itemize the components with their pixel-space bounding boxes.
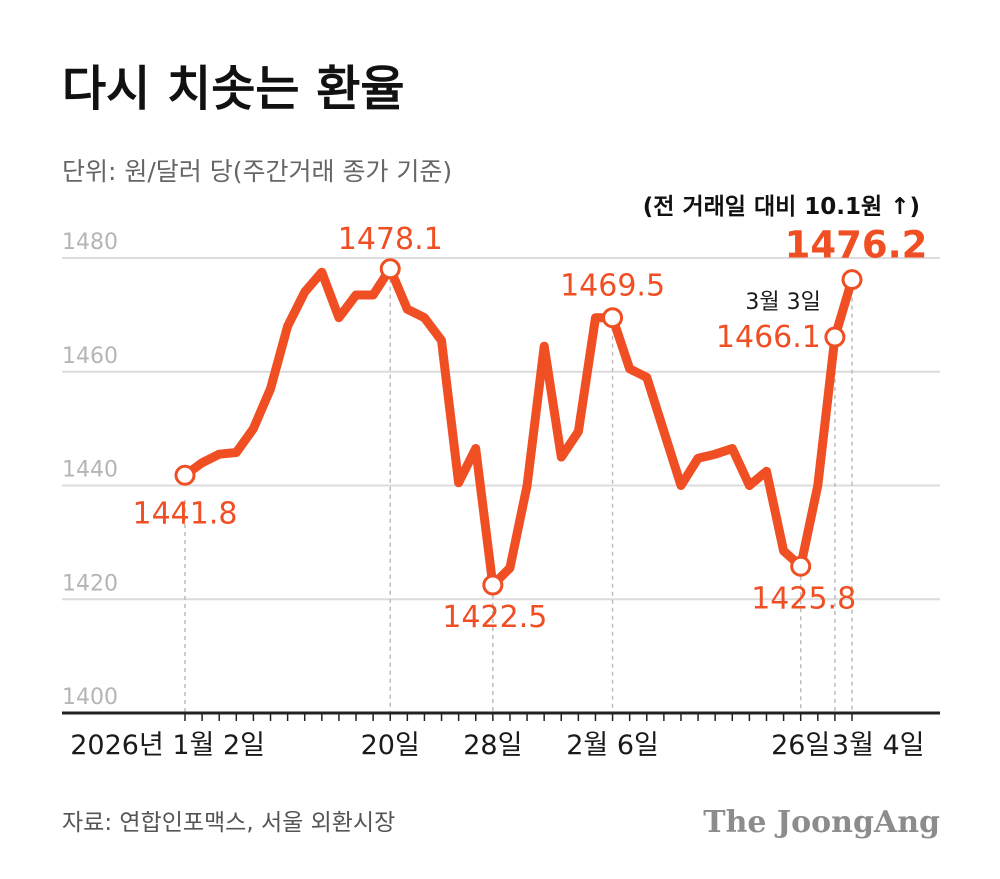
- x-tick-label: 2026년 1월 2일: [70, 730, 265, 761]
- data-label: 1466.1: [716, 320, 821, 355]
- data-point: [525, 484, 529, 487]
- data-point: [371, 293, 375, 297]
- data-point: [782, 549, 786, 553]
- annotation-marker: [482, 574, 504, 596]
- x-tick-label: 2월 6일: [566, 730, 659, 761]
- x-axis: 2026년 1월 2일 20일 28일 2월 6일 26일 3월 4일: [62, 711, 940, 761]
- data-label: 1422.5: [442, 600, 547, 635]
- data-point: [440, 338, 444, 342]
- source-note: 자료: 연합인포맥스, 서울 외환시장: [62, 810, 395, 836]
- data-label: 1476.2: [785, 224, 928, 267]
- x-tick-label: 26일: [771, 730, 830, 761]
- annotation-marker: [602, 307, 624, 329]
- change-note: (전 거래일 대비 10.1원 ↑): [643, 194, 920, 220]
- data-point: [662, 429, 666, 433]
- data-label: 1469.5: [560, 269, 665, 304]
- data-point: [234, 451, 238, 455]
- y-tick-label: 1400: [62, 685, 118, 710]
- chart-subtitle: 단위: 원/달러 당(주간거래 종가 기준): [62, 157, 452, 186]
- y-tick-label: 1480: [62, 230, 118, 255]
- data-point: [354, 293, 358, 297]
- data-point: [337, 316, 341, 320]
- data-point: [679, 484, 683, 487]
- chart-title: 다시 치솟는 환율: [62, 61, 405, 117]
- x-tick-label: 28일: [463, 730, 522, 761]
- annotation-marker: [379, 258, 401, 280]
- series-line: [180, 264, 857, 590]
- annotation-marker: [174, 464, 196, 486]
- data-point: [542, 344, 546, 348]
- data-point: [696, 456, 700, 460]
- data-point: [320, 270, 324, 274]
- x-tick-label: 3월 4일: [832, 730, 925, 761]
- x-tick-label: 20일: [361, 730, 420, 761]
- data-point: [422, 316, 426, 320]
- data-point: [645, 375, 649, 379]
- data-label: 1441.8: [133, 496, 238, 531]
- y-tick-label: 1420: [62, 571, 118, 596]
- data-point: [576, 429, 580, 433]
- data-point: [286, 324, 290, 328]
- event-label: 3월 3일: [745, 290, 820, 315]
- data-label: 1425.8: [751, 581, 856, 616]
- annotation-marker: [841, 269, 863, 291]
- grid-lines: 1400 1420 1440 1460 1480: [62, 230, 940, 710]
- data-point: [559, 455, 563, 459]
- data-point: [593, 316, 597, 320]
- y-tick-label: 1440: [62, 458, 118, 483]
- brand-logo: The JoongAng: [703, 805, 940, 840]
- data-label: 1478.1: [338, 222, 443, 257]
- data-point: [816, 484, 820, 487]
- y-tick-label: 1460: [62, 344, 118, 369]
- guide-lines: [184, 278, 853, 713]
- data-point: [457, 481, 461, 485]
- data-point: [303, 290, 307, 294]
- annotation-marker: [824, 326, 846, 348]
- data-point: [713, 452, 717, 456]
- annotation-markers: [174, 258, 863, 596]
- data-point: [474, 447, 478, 451]
- data-point: [217, 452, 221, 456]
- rate-line: [180, 264, 857, 590]
- annotation-marker: [790, 555, 812, 577]
- data-point: [764, 469, 768, 473]
- data-point: [269, 387, 273, 391]
- data-labels: 1441.8 1478.1 1422.5 1469.5 1425.8 1466.1 3월 3…: [133, 222, 928, 635]
- data-point: [730, 447, 734, 451]
- data-point: [628, 367, 632, 371]
- data-point: [200, 461, 204, 465]
- data-point: [747, 484, 751, 487]
- data-point: [251, 427, 255, 431]
- data-point: [405, 307, 409, 311]
- data-point: [508, 566, 512, 570]
